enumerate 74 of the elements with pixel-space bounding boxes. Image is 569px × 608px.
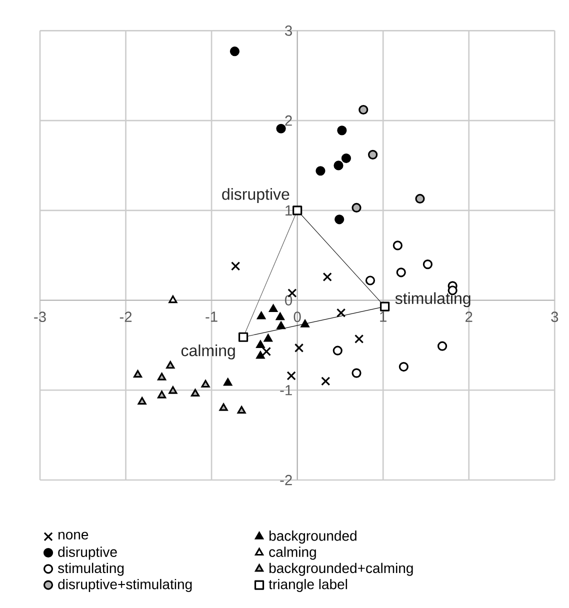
point — [237, 406, 246, 414]
point — [219, 403, 228, 411]
point — [133, 370, 142, 378]
point — [336, 126, 347, 136]
point — [368, 150, 378, 160]
point — [138, 397, 146, 405]
annotation: disruptive — [222, 188, 290, 204]
point — [316, 166, 326, 176]
point — [320, 376, 330, 386]
point — [398, 362, 408, 372]
point — [256, 340, 265, 348]
legend-label: stimulating — [58, 562, 124, 576]
point — [276, 322, 286, 330]
point — [294, 343, 304, 352]
legend-label: none — [58, 532, 88, 540]
point — [238, 332, 248, 342]
point — [230, 46, 240, 56]
x-tick-label: 1 — [380, 312, 386, 322]
point — [437, 341, 447, 351]
point — [292, 206, 302, 216]
point — [264, 334, 272, 342]
point — [352, 202, 362, 213]
point — [415, 194, 425, 204]
point — [380, 302, 390, 312]
point — [276, 312, 284, 320]
y-tick-label: -1 — [280, 385, 292, 396]
annotation: calming — [181, 344, 235, 360]
x-tick-label: -1 — [206, 312, 218, 322]
point — [392, 240, 402, 250]
point — [230, 262, 240, 271]
point — [332, 346, 342, 356]
x-tick-label: -2 — [120, 312, 132, 322]
legend-label: disruptive — [58, 546, 117, 560]
point — [276, 124, 286, 134]
y-tick-label: 1 — [285, 205, 292, 216]
point — [334, 214, 344, 224]
point — [166, 361, 174, 369]
point — [201, 380, 210, 388]
point — [286, 371, 296, 380]
point — [322, 272, 332, 282]
legend-label: backgrounded+calming — [269, 562, 413, 576]
x-tick-label: -3 — [34, 312, 46, 322]
point — [334, 160, 344, 170]
point — [352, 368, 362, 378]
point — [168, 386, 178, 394]
legend-label: calming — [269, 546, 316, 560]
point — [365, 276, 375, 286]
point — [300, 320, 310, 328]
x-tick-label: 3 — [550, 312, 558, 322]
legend-label: disruptive+stimulating — [58, 578, 192, 592]
point — [262, 346, 271, 356]
legend-label: triangle label — [268, 578, 347, 592]
point — [190, 388, 200, 397]
point — [341, 153, 351, 164]
point — [256, 312, 266, 320]
point — [268, 304, 278, 312]
x-tick-label: 2 — [465, 312, 472, 322]
point — [422, 260, 432, 270]
point — [157, 390, 166, 398]
point — [256, 351, 265, 359]
point — [168, 295, 178, 304]
point — [396, 268, 406, 278]
legend-label: backgrounded — [269, 530, 356, 544]
y-tick-label: 3 — [284, 26, 292, 36]
y-tick-label: 0 — [284, 295, 292, 306]
annotation: stimulating — [395, 292, 470, 308]
point — [358, 104, 368, 115]
point — [157, 372, 166, 380]
y-tick-label: -2 — [280, 474, 292, 486]
x-tick-label: 0 — [294, 312, 301, 322]
point — [336, 308, 346, 318]
y-tick-label: 2 — [285, 115, 292, 126]
point — [354, 334, 364, 344]
point — [223, 378, 232, 386]
